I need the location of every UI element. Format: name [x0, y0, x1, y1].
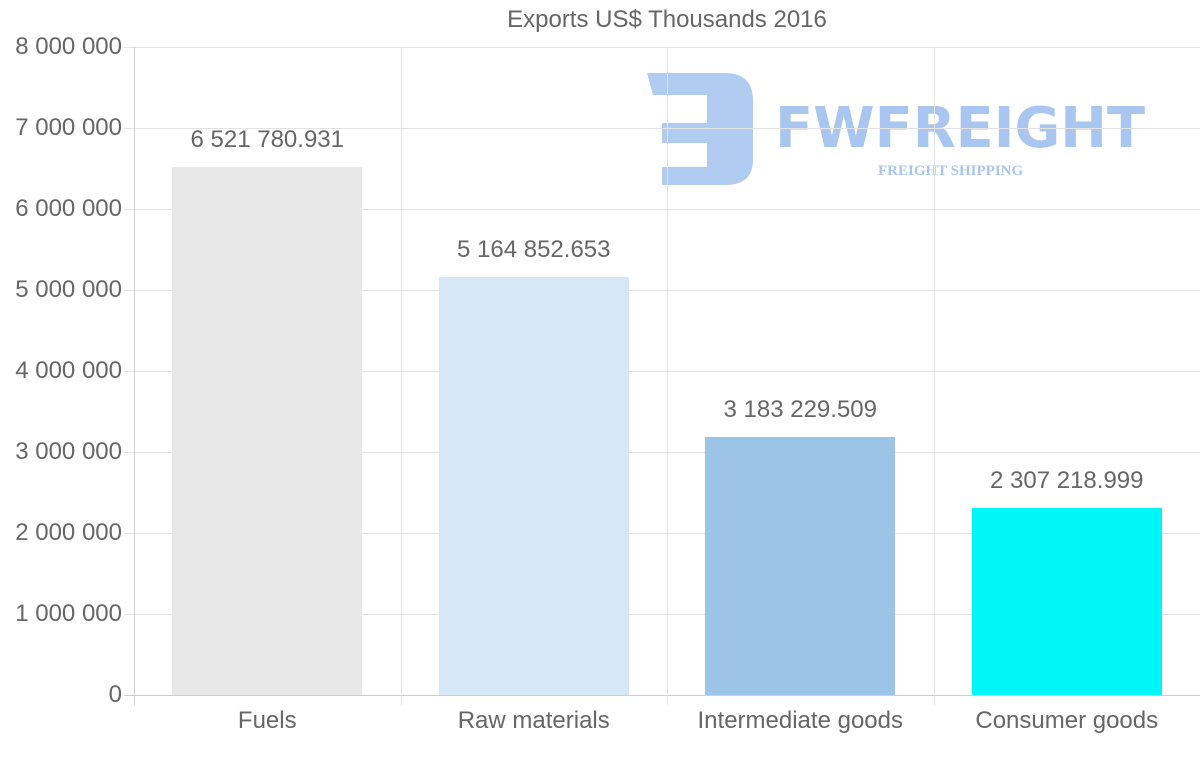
y-gridline	[124, 371, 1200, 372]
y-gridline	[124, 452, 1200, 453]
chart-title: Exports US$ Thousands 2016	[507, 6, 827, 33]
y-gridline	[124, 614, 1200, 615]
bar-value-label: 6 521 780.931	[190, 125, 344, 153]
bar-value-label: 3 183 229.509	[723, 396, 877, 424]
plot-area	[124, 47, 1200, 705]
y-gridline	[124, 128, 1200, 129]
y-tick-label: 3 000 000	[15, 438, 122, 465]
y-gridline	[124, 533, 1200, 534]
x-tick-label: Fuels	[237, 707, 297, 734]
bar-intermediate-goods[interactable]	[705, 437, 896, 695]
y-tick-label: 4 000 000	[15, 357, 122, 384]
bar-fuels[interactable]	[172, 166, 363, 695]
y-tick-label: 6 000 000	[15, 195, 122, 222]
x-tick-label: Consumer goods	[975, 707, 1159, 734]
y-gridline	[124, 290, 1200, 291]
bar-raw-materials[interactable]	[438, 276, 629, 695]
bar-value-label: 2 307 218.999	[990, 467, 1144, 495]
y-tick-label: 1 000 000	[15, 600, 122, 627]
x-tick-label: Intermediate goods	[697, 707, 903, 734]
y-gridline	[124, 695, 1200, 696]
y-gridline	[124, 209, 1200, 210]
x-gridline	[934, 47, 935, 705]
y-tick-label: 0	[108, 681, 122, 708]
bar-consumer-goods[interactable]	[971, 508, 1162, 695]
y-tick-label: 7 000 000	[15, 114, 122, 141]
y-gridline	[124, 47, 1200, 48]
x-gridline	[401, 47, 402, 705]
x-tick-label: Raw materials	[457, 707, 610, 734]
x-gridline	[667, 47, 668, 705]
y-tick-label: 2 000 000	[15, 519, 122, 546]
x-gridline	[134, 47, 135, 705]
bar-value-label: 5 164 852.653	[457, 235, 611, 263]
y-tick-label: 5 000 000	[15, 276, 122, 303]
y-tick-label: 8 000 000	[15, 33, 122, 60]
